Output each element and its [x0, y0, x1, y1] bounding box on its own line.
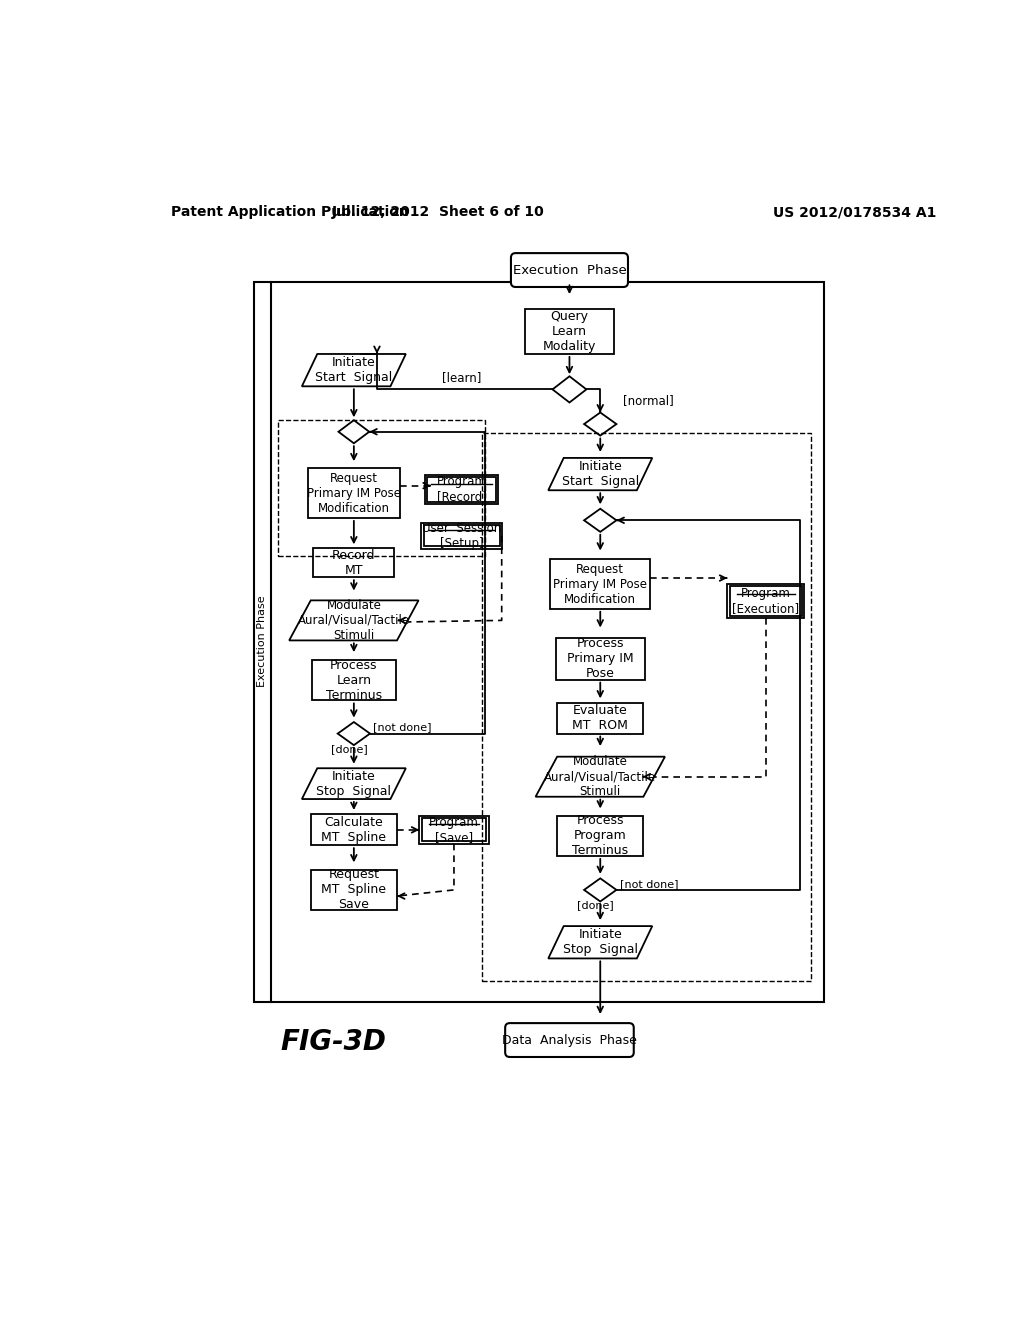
- Bar: [727, 583, 804, 619]
- Text: Calculate
MT  Spline: Calculate MT Spline: [322, 816, 386, 843]
- Bar: [481, 433, 811, 981]
- Text: Modulate
Aural/Visual/Tactile
Stimuli: Modulate Aural/Visual/Tactile Stimuli: [544, 755, 656, 799]
- Polygon shape: [289, 601, 419, 640]
- Bar: [550, 560, 650, 610]
- Text: Program
[Execution]: Program [Execution]: [732, 587, 800, 615]
- Bar: [307, 469, 400, 519]
- Text: Program
[Save]: Program [Save]: [429, 816, 479, 843]
- Text: [not done]: [not done]: [373, 722, 431, 733]
- Bar: [425, 475, 499, 504]
- Text: Data  Analysis  Phase: Data Analysis Phase: [502, 1034, 637, 1047]
- Bar: [310, 870, 397, 909]
- FancyBboxPatch shape: [505, 1023, 634, 1057]
- Bar: [313, 548, 394, 577]
- Text: Query
Learn
Modality: Query Learn Modality: [543, 310, 596, 354]
- Text: [learn]: [learn]: [442, 371, 481, 384]
- Polygon shape: [584, 508, 616, 532]
- Text: Request
MT  Spline
Save: Request MT Spline Save: [322, 869, 386, 911]
- Polygon shape: [548, 927, 652, 958]
- Text: Process
Learn
Terminus: Process Learn Terminus: [326, 659, 382, 702]
- Text: Initiate
Start  Signal: Initiate Start Signal: [561, 461, 639, 488]
- Text: Patent Application Publication: Patent Application Publication: [171, 206, 409, 219]
- Bar: [254, 281, 823, 1002]
- Text: [not done]: [not done]: [620, 879, 678, 888]
- Polygon shape: [553, 376, 587, 403]
- Text: Request
Primary IM Pose
Modification: Request Primary IM Pose Modification: [307, 471, 400, 515]
- Polygon shape: [584, 412, 616, 436]
- Text: Request
Primary IM Pose
Modification: Request Primary IM Pose Modification: [553, 562, 647, 606]
- Polygon shape: [339, 420, 370, 444]
- Polygon shape: [584, 878, 616, 902]
- Text: Evaluate
MT  ROM: Evaluate MT ROM: [572, 704, 628, 733]
- Bar: [421, 523, 502, 549]
- Bar: [279, 420, 484, 556]
- Polygon shape: [536, 756, 665, 797]
- Text: Initiate
Stop  Signal: Initiate Stop Signal: [563, 928, 638, 956]
- Bar: [427, 478, 496, 502]
- Text: Program
[Record]: Program [Record]: [436, 475, 486, 503]
- Text: Record
MT: Record MT: [332, 549, 376, 577]
- Text: [normal]: [normal]: [624, 395, 674, 408]
- Text: FIG-3D: FIG-3D: [281, 1028, 387, 1056]
- Bar: [310, 814, 397, 845]
- FancyBboxPatch shape: [511, 253, 628, 286]
- Bar: [556, 638, 644, 680]
- Bar: [419, 816, 488, 843]
- Polygon shape: [302, 354, 406, 387]
- Polygon shape: [338, 722, 370, 744]
- Text: Initiate
Stop  Signal: Initiate Stop Signal: [316, 770, 391, 797]
- Text: US 2012/0178534 A1: US 2012/0178534 A1: [773, 206, 936, 219]
- Text: [done]: [done]: [578, 900, 614, 911]
- Text: Process
Program
Terminus: Process Program Terminus: [572, 814, 629, 858]
- Bar: [557, 702, 643, 734]
- Text: Execution Phase: Execution Phase: [257, 595, 267, 688]
- Bar: [525, 309, 613, 354]
- Bar: [557, 816, 643, 857]
- Text: Jul. 12, 2012  Sheet 6 of 10: Jul. 12, 2012 Sheet 6 of 10: [332, 206, 545, 219]
- Bar: [424, 525, 500, 546]
- Bar: [730, 586, 802, 616]
- Bar: [422, 818, 486, 841]
- Bar: [311, 660, 396, 701]
- Text: Process
Primary IM
Pose: Process Primary IM Pose: [567, 638, 634, 680]
- Polygon shape: [302, 768, 406, 799]
- Text: Modulate
Aural/Visual/Tactile
Stimuli: Modulate Aural/Visual/Tactile Stimuli: [298, 599, 410, 642]
- Text: Execution  Phase: Execution Phase: [513, 264, 627, 277]
- Polygon shape: [548, 458, 652, 490]
- Text: User  Session
[Setup]: User Session [Setup]: [422, 521, 502, 549]
- Text: Initiate
Start  Signal: Initiate Start Signal: [315, 356, 392, 384]
- Text: [done]: [done]: [331, 744, 368, 754]
